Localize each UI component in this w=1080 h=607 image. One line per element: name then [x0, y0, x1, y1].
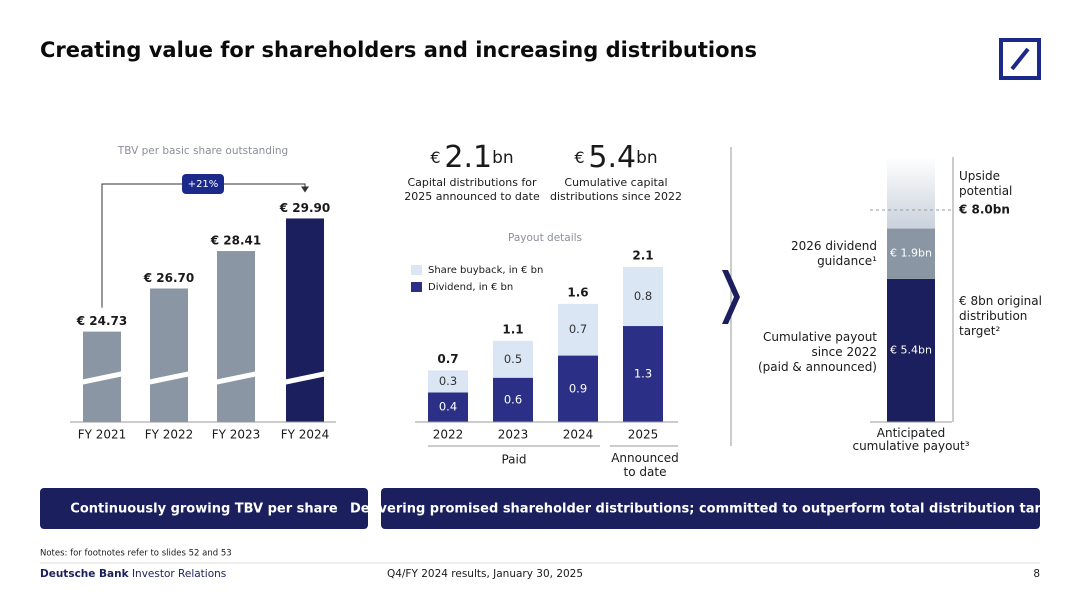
bar-segment [493, 377, 533, 422]
growth-bracket [101, 183, 306, 308]
segment-label: 0.3 [439, 374, 457, 388]
event: Q4/FY 2024 results, January 30, 2025 [387, 568, 583, 580]
annotation: Upside potential [959, 169, 1012, 198]
banner-text: Continuously growing TBV per share [70, 502, 338, 517]
total-label: 1.1 [502, 322, 523, 336]
logo [999, 38, 1041, 80]
notes: Notes: for footnotes refer to slides 52 … [40, 549, 232, 559]
group-label: Paid [501, 453, 526, 467]
value-label: € 24.73 [76, 314, 127, 328]
bar [150, 288, 188, 422]
annotation: Cumulative payout since 2022 (paid & annou… [758, 330, 877, 374]
annotation-box [182, 174, 224, 194]
brand: Deutsche Bank Investor Relations [40, 568, 226, 580]
x-tick-label: 2022 [433, 428, 464, 442]
arrow-head [301, 186, 309, 193]
axis-break [280, 370, 330, 386]
target-label: € 8.0bn [958, 203, 1010, 217]
segment-label: 0.7 [569, 322, 587, 336]
axis-break [144, 370, 194, 386]
x-tick-label: FY 2024 [281, 428, 330, 442]
legend-swatch [411, 282, 422, 292]
x-tick-label: 2024 [563, 428, 594, 442]
kpi-label: Cumulative capital distributions since 20… [550, 176, 682, 203]
value-label: € 26.70 [143, 271, 194, 285]
upside-area [887, 157, 935, 229]
segment-label: 0.9 [569, 381, 587, 395]
x-tick-label: FY 2023 [212, 428, 261, 442]
segment-label: 0.5 [504, 352, 522, 366]
bar-segment [887, 228, 935, 279]
total-label: 2.1 [632, 248, 653, 262]
segment-label: 0.8 [634, 289, 652, 303]
annotation: € 8bn original distribution target² [959, 294, 1042, 338]
legend-label: Share buyback, in € bn [428, 265, 543, 276]
bar [217, 251, 255, 422]
kpi: € 5.4bn [574, 140, 657, 175]
kpi-number: 2.1 [444, 140, 492, 175]
x-tick-label: 2025 [628, 428, 659, 442]
banner [381, 488, 1040, 529]
x-tick-label: FY 2022 [145, 428, 194, 442]
segment-label: 0.4 [439, 400, 457, 414]
bar-segment [428, 370, 468, 393]
total-label: 0.7 [437, 352, 458, 366]
bar-segment [558, 355, 598, 422]
total-label: 1.6 [567, 285, 588, 299]
axis-break [77, 370, 127, 386]
kpi-currency: € [574, 148, 584, 167]
x-tick-label: Anticipated cumulative payout³ [852, 426, 969, 453]
axis-break [211, 370, 261, 386]
group-label: Announced to date [611, 451, 679, 479]
segment-label: € 5.4bn [890, 343, 932, 356]
bar-segment [428, 392, 468, 422]
brand-unit: Investor Relations [132, 568, 226, 580]
brand-name: Deutsche Bank [40, 568, 130, 580]
kpi-number: 5.4 [588, 140, 636, 175]
segment-label: 1.3 [634, 367, 652, 381]
bar [286, 218, 324, 422]
chart-subtitle: TBV per basic share outstanding [117, 145, 288, 157]
bar-segment [493, 340, 533, 378]
page-number: 8 [1033, 568, 1040, 580]
kpi: € 2.1bn [430, 140, 513, 175]
x-tick-label: 2023 [498, 428, 529, 442]
annotation: +21% [188, 179, 219, 190]
value-label: € 29.90 [279, 201, 330, 215]
bar-segment [558, 303, 598, 356]
slide-title: Creating value for shareholders and incr… [40, 38, 757, 62]
segment-label: 0.6 [504, 392, 522, 406]
kpi-unit: bn [636, 148, 658, 168]
segment-label: € 1.9bn [890, 247, 932, 260]
banner [40, 488, 368, 529]
kpi-currency: € [430, 148, 440, 167]
kpi-label: Capital distributions for 2025 announced … [404, 176, 540, 203]
bar-segment [887, 278, 935, 422]
bar-segment [623, 266, 663, 327]
chevron [722, 270, 740, 324]
bar-segment [623, 326, 663, 422]
kpi-unit: bn [492, 148, 514, 168]
banner-text: Delivering promised shareholder distribu… [350, 502, 1071, 517]
legend-label: Dividend, in € bn [428, 282, 513, 293]
value-label: € 28.41 [210, 234, 261, 248]
chart-subtitle: Payout details [508, 232, 582, 244]
legend-swatch [411, 265, 422, 275]
annotation: 2026 dividend guidance¹ [791, 239, 877, 268]
x-tick-label: FY 2021 [78, 428, 127, 442]
